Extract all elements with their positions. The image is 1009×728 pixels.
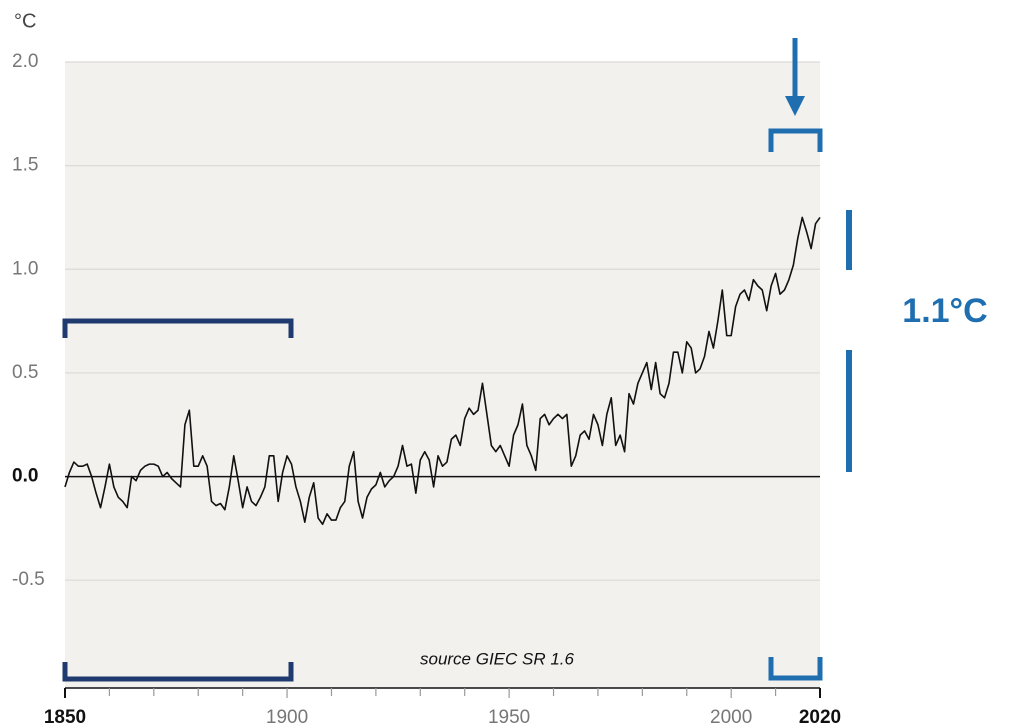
grid (65, 61, 820, 581)
y-tick-label: 1.0 (12, 258, 38, 279)
bracket-preindustrial-bottom (62, 662, 294, 682)
x-tick-label: 2000 (710, 707, 752, 728)
source: source GIEC SR 1.6 (420, 649, 575, 668)
y-tick-label: 1.5 (12, 155, 38, 176)
annotation: 1.1°C (902, 292, 987, 330)
y-tick-label: -0.5 (12, 569, 45, 590)
plot-background (65, 62, 820, 688)
y-tick-label: 0.0 (12, 466, 38, 487)
bracket-preindustrial-top (62, 318, 294, 338)
y-tick-label: 0.5 (12, 362, 38, 383)
bracket-recent-top (768, 128, 823, 152)
unit-label: °C (14, 10, 36, 32)
arrow-head (785, 96, 805, 116)
temperature-line (64, 216, 821, 526)
x-tick-label: 2020 (799, 707, 841, 728)
x-tick-label: 1950 (488, 707, 530, 728)
y-tick-label: 2.0 (12, 51, 38, 72)
x-tick-label: 1900 (266, 707, 308, 728)
bracket-recent-bottom (768, 657, 823, 681)
x-tick-label: 1850 (44, 707, 86, 728)
